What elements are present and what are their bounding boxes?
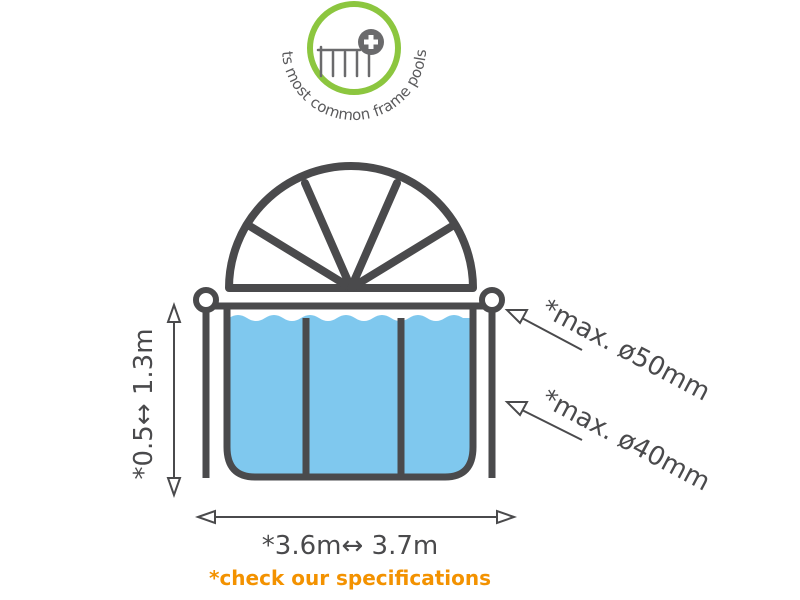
arrow-up-icon	[166, 301, 182, 323]
pool-water	[227, 315, 473, 477]
badge-ring	[307, 1, 401, 95]
footnote: *check our specifications	[208, 566, 491, 590]
dome-arc	[225, 162, 477, 292]
dome-cover	[225, 162, 477, 292]
arrow-pointer-icon	[504, 309, 529, 325]
height-label: *0.5↔ 1.3m	[129, 328, 159, 479]
width-label: *3.6m↔ 3.7m	[262, 531, 438, 561]
mini-pool-icon	[316, 45, 371, 78]
dome-rib-1	[244, 221, 355, 292]
pool-body	[223, 306, 477, 481]
arrow-down-icon	[166, 477, 182, 499]
dome-rib-3	[347, 179, 401, 292]
plus-icon	[358, 29, 384, 55]
leg-callout	[504, 401, 583, 441]
leg-diameter-label: *max. ø40mm	[537, 384, 715, 498]
width-dimension	[194, 509, 518, 525]
rail-end-right	[479, 287, 505, 313]
frame-pool-badge: fits most common frame pools*	[0, 0, 430, 124]
dome-rib-4	[347, 221, 458, 292]
rail-end-left	[193, 287, 219, 313]
dome-rib-2	[301, 179, 355, 292]
arrow-pointer-icon	[504, 401, 529, 417]
pool-outline	[223, 306, 477, 481]
pool-frame	[193, 287, 505, 478]
arrow-left-icon	[194, 509, 216, 525]
height-dimension	[166, 301, 182, 499]
top-rail-callout	[504, 309, 583, 351]
arrow-right-icon	[496, 509, 518, 525]
